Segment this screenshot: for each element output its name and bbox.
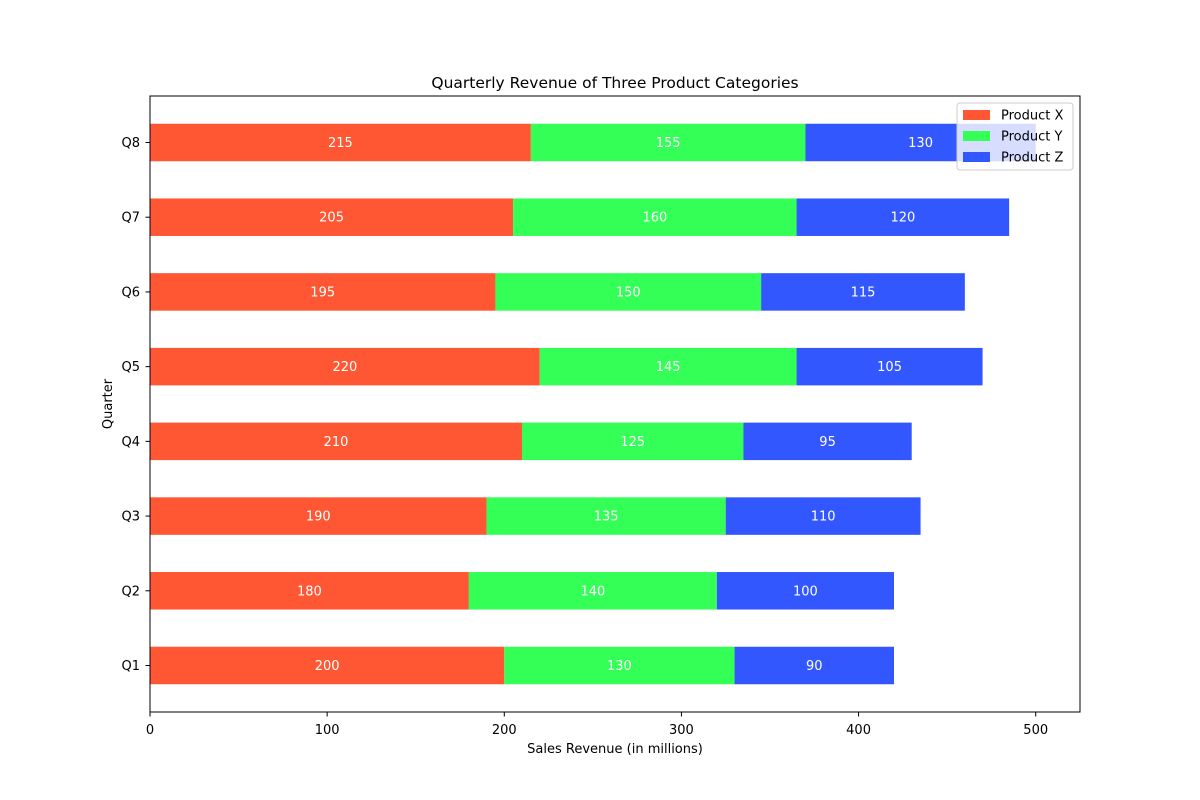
legend-swatch-product-y bbox=[963, 131, 990, 141]
bar-q5-product-z bbox=[796, 347, 983, 386]
data-label-q3-product-x: 190 bbox=[306, 510, 331, 525]
data-label-q3-product-z: 110 bbox=[811, 510, 836, 525]
data-label-q6-product-z: 115 bbox=[851, 285, 876, 300]
y-axis-title: Quarter bbox=[101, 378, 116, 429]
bar-q3-product-z bbox=[725, 497, 921, 535]
data-label-q2-product-x: 180 bbox=[297, 584, 322, 599]
bar-q7-product-x bbox=[150, 198, 514, 236]
legend-label-product-x: Product X bbox=[1001, 109, 1063, 124]
bar-q3-product-y bbox=[486, 497, 726, 535]
bars-layer bbox=[150, 123, 1036, 685]
data-label-q1-product-x: 200 bbox=[315, 659, 340, 674]
bar-q1-product-x bbox=[150, 646, 505, 685]
y-tick-label: Q7 bbox=[121, 211, 140, 226]
data-label-q5-product-z: 105 bbox=[877, 360, 902, 375]
x-tick-label: 100 bbox=[315, 723, 340, 738]
data-label-q4-product-y: 125 bbox=[620, 435, 645, 450]
data-label-q1-product-z: 90 bbox=[806, 659, 823, 674]
axes-layer: 0 100 200 300 400 500 Q1 Q2 Q3 Q4 Q5 Q6 Q7 Q8 bbox=[121, 95, 1081, 738]
data-label-q7-product-y: 160 bbox=[642, 211, 667, 226]
bar-q8-product-x bbox=[150, 123, 531, 162]
data-label-q2-product-z: 100 bbox=[793, 584, 818, 599]
y-tick-label: Q3 bbox=[121, 510, 140, 525]
bar-q7-product-z bbox=[796, 198, 1010, 236]
data-label-q6-product-x: 195 bbox=[310, 285, 335, 300]
data-label-q2-product-y: 140 bbox=[580, 584, 605, 599]
bar-q6-product-y bbox=[495, 273, 762, 311]
data-label-q1-product-y: 130 bbox=[607, 659, 632, 674]
y-tick-label: Q5 bbox=[121, 360, 140, 375]
y-tick-label: Q6 bbox=[121, 285, 140, 300]
data-label-q3-product-y: 135 bbox=[594, 510, 619, 525]
data-label-q6-product-y: 150 bbox=[616, 285, 641, 300]
data-label-q8-product-z: 130 bbox=[908, 136, 933, 151]
bar-q2-product-x bbox=[150, 572, 469, 610]
y-tick-label: Q2 bbox=[121, 584, 140, 599]
bar-q2-product-y bbox=[468, 572, 717, 610]
x-tick-label: 300 bbox=[669, 723, 694, 738]
data-label-q4-product-z: 95 bbox=[819, 435, 836, 450]
legend: Product X Product Y Product Z bbox=[956, 102, 1074, 171]
bar-q3-product-x bbox=[150, 497, 487, 535]
y-tick-label: Q4 bbox=[121, 435, 140, 450]
data-label-q5-product-y: 145 bbox=[656, 360, 681, 375]
bar-q4-product-y bbox=[522, 422, 744, 461]
bar-q5-product-y bbox=[539, 347, 797, 386]
data-label-q7-product-z: 120 bbox=[890, 211, 915, 226]
bar-q6-product-z bbox=[761, 273, 965, 311]
bar-q6-product-x bbox=[150, 273, 496, 311]
plot-frame bbox=[149, 95, 1081, 713]
bar-q1-product-y bbox=[504, 646, 735, 685]
bar-q4-product-x bbox=[150, 422, 522, 461]
bar-q1-product-z bbox=[734, 646, 894, 685]
x-tick-label: 500 bbox=[1023, 723, 1048, 738]
x-tick-label: 0 bbox=[146, 723, 154, 738]
legend-swatch-product-x bbox=[963, 110, 990, 120]
x-tick-label: 200 bbox=[492, 723, 517, 738]
data-label-q8-product-x: 215 bbox=[328, 136, 353, 151]
legend-label-product-y: Product Y bbox=[1001, 130, 1062, 145]
chart-title: Quarterly Revenue of Three Product Categ… bbox=[431, 74, 798, 92]
x-tick-label: 400 bbox=[846, 723, 871, 738]
legend-swatch-product-z bbox=[963, 152, 990, 162]
bar-q2-product-z bbox=[716, 572, 894, 610]
data-label-q4-product-x: 210 bbox=[324, 435, 349, 450]
y-tick-label: Q1 bbox=[121, 659, 140, 674]
bar-q4-product-z bbox=[743, 422, 912, 461]
bar-q7-product-y bbox=[513, 198, 797, 236]
data-labels-layer: 200 130 90 180 140 100 190 135 110 210 125 95 220 145… bbox=[297, 136, 933, 674]
bar-q8-product-y bbox=[530, 123, 806, 162]
data-label-q5-product-x: 220 bbox=[332, 360, 357, 375]
data-label-q8-product-y: 155 bbox=[656, 136, 681, 151]
data-label-q7-product-x: 205 bbox=[319, 211, 344, 226]
y-tick-label: Q8 bbox=[121, 136, 140, 151]
x-axis-title: Sales Revenue (in millions) bbox=[527, 742, 703, 757]
bar-q5-product-x bbox=[150, 347, 540, 386]
legend-label-product-z: Product Z bbox=[1001, 151, 1063, 166]
